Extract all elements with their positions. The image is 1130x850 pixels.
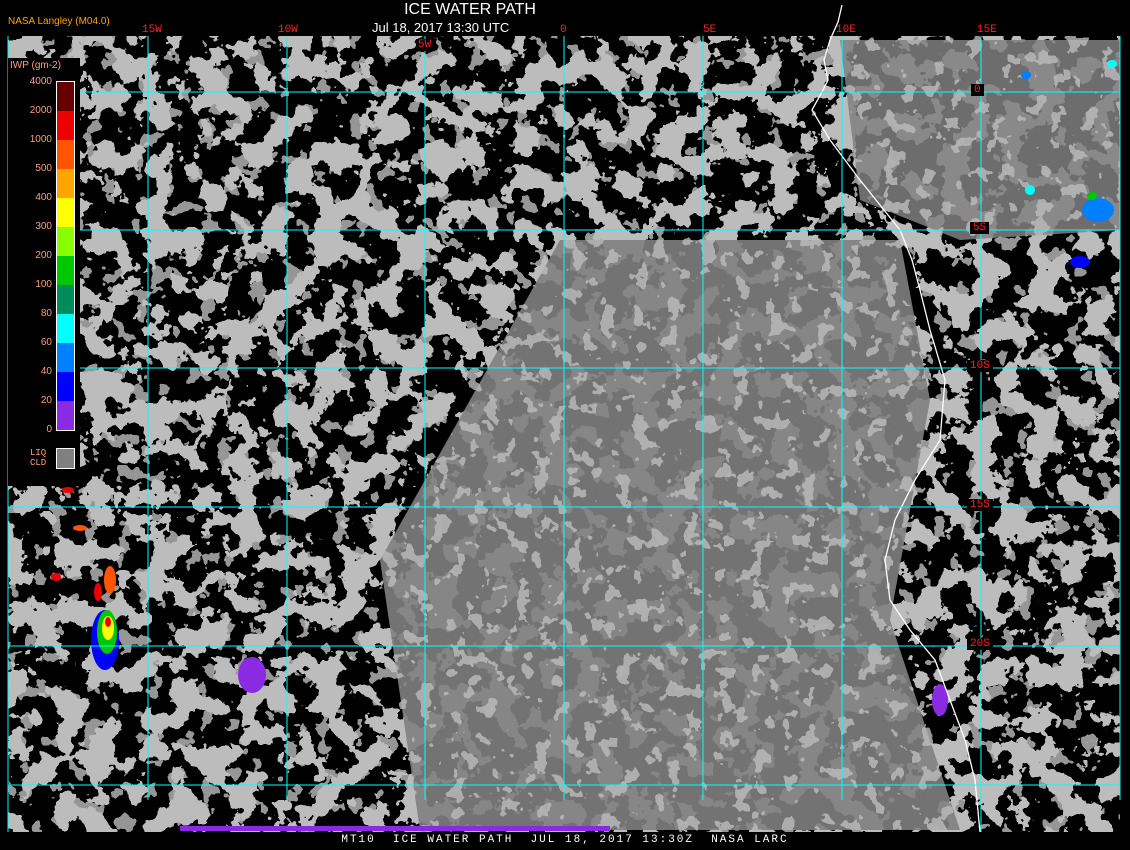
legend-tick-label: 20 bbox=[40, 395, 52, 406]
color-bar-segment bbox=[57, 314, 74, 343]
color-bar-segment bbox=[57, 82, 74, 111]
color-bar-segment bbox=[57, 198, 74, 227]
lon-label-5e: 5E bbox=[703, 24, 717, 36]
lon-label-10w: 10W bbox=[278, 24, 298, 36]
iwp-color-legend: IWP (gm-2) 4000 2000 1000 500 400 300 200 100 80… bbox=[8, 58, 80, 486]
lat-label-15s: 15S bbox=[967, 499, 993, 511]
legend-tick-label: 200 bbox=[35, 250, 52, 261]
lon-label-15e: 15E bbox=[977, 24, 997, 36]
lat-label-20s: 20S bbox=[967, 638, 993, 650]
color-bar-segment bbox=[57, 111, 74, 140]
legend-tick-label: 60 bbox=[40, 337, 52, 348]
legend-tick-label: 80 bbox=[40, 308, 52, 319]
legend-tick-label: 0 bbox=[46, 424, 52, 435]
color-bar-segment bbox=[57, 343, 74, 372]
map-title: ICE WATER PATH bbox=[404, 1, 536, 18]
legend-title: IWP (gm-2) bbox=[10, 60, 61, 71]
legend-tick-label: 4000 bbox=[29, 76, 52, 87]
lat-label-10s: 10S bbox=[967, 360, 993, 372]
legend-tick-label: 2000 bbox=[29, 105, 52, 116]
footer-caption: MT10 ICE WATER PATH JUL 18, 2017 13:30Z … bbox=[341, 834, 789, 846]
legend-tick-label: 500 bbox=[35, 163, 52, 174]
credit-label: NASA Langley (M04.0) bbox=[8, 16, 110, 27]
legend-tick-label: 300 bbox=[35, 221, 52, 232]
color-bar-segment bbox=[57, 285, 74, 314]
graticule bbox=[7, 36, 1121, 832]
legend-tick-label: 40 bbox=[40, 366, 52, 377]
color-bar-segment bbox=[57, 401, 74, 430]
cld-label: CLD bbox=[30, 458, 47, 468]
lat-label-0: 0 bbox=[971, 84, 984, 96]
color-bar-segment bbox=[57, 227, 74, 256]
legend-tick-label: 100 bbox=[35, 279, 52, 290]
liquid-cloud-swatch bbox=[56, 448, 75, 469]
lon-label-15w: 15W bbox=[142, 24, 162, 36]
lon-label-5w: 5W bbox=[416, 39, 434, 51]
lon-label-0: 0 bbox=[560, 24, 567, 36]
liquid-cloud-label: LIQ CLD bbox=[30, 448, 46, 468]
ice-cloud-cells bbox=[51, 60, 1117, 831]
color-bar-segment bbox=[57, 372, 74, 401]
legend-tick-label: 400 bbox=[35, 192, 52, 203]
legend-tick-label: 1000 bbox=[29, 134, 52, 145]
map-timestamp: Jul 18, 2017 13:30 UTC bbox=[372, 20, 510, 35]
liq-label: LIQ bbox=[30, 448, 47, 458]
coastline bbox=[811, 4, 981, 833]
lat-label-5s: 5S bbox=[970, 222, 990, 234]
color-bar-segment bbox=[57, 256, 74, 285]
color-bar bbox=[56, 81, 75, 431]
color-bar-segment bbox=[57, 140, 74, 169]
lon-label-10e: 10E bbox=[836, 24, 856, 36]
color-bar-segment bbox=[57, 169, 74, 198]
